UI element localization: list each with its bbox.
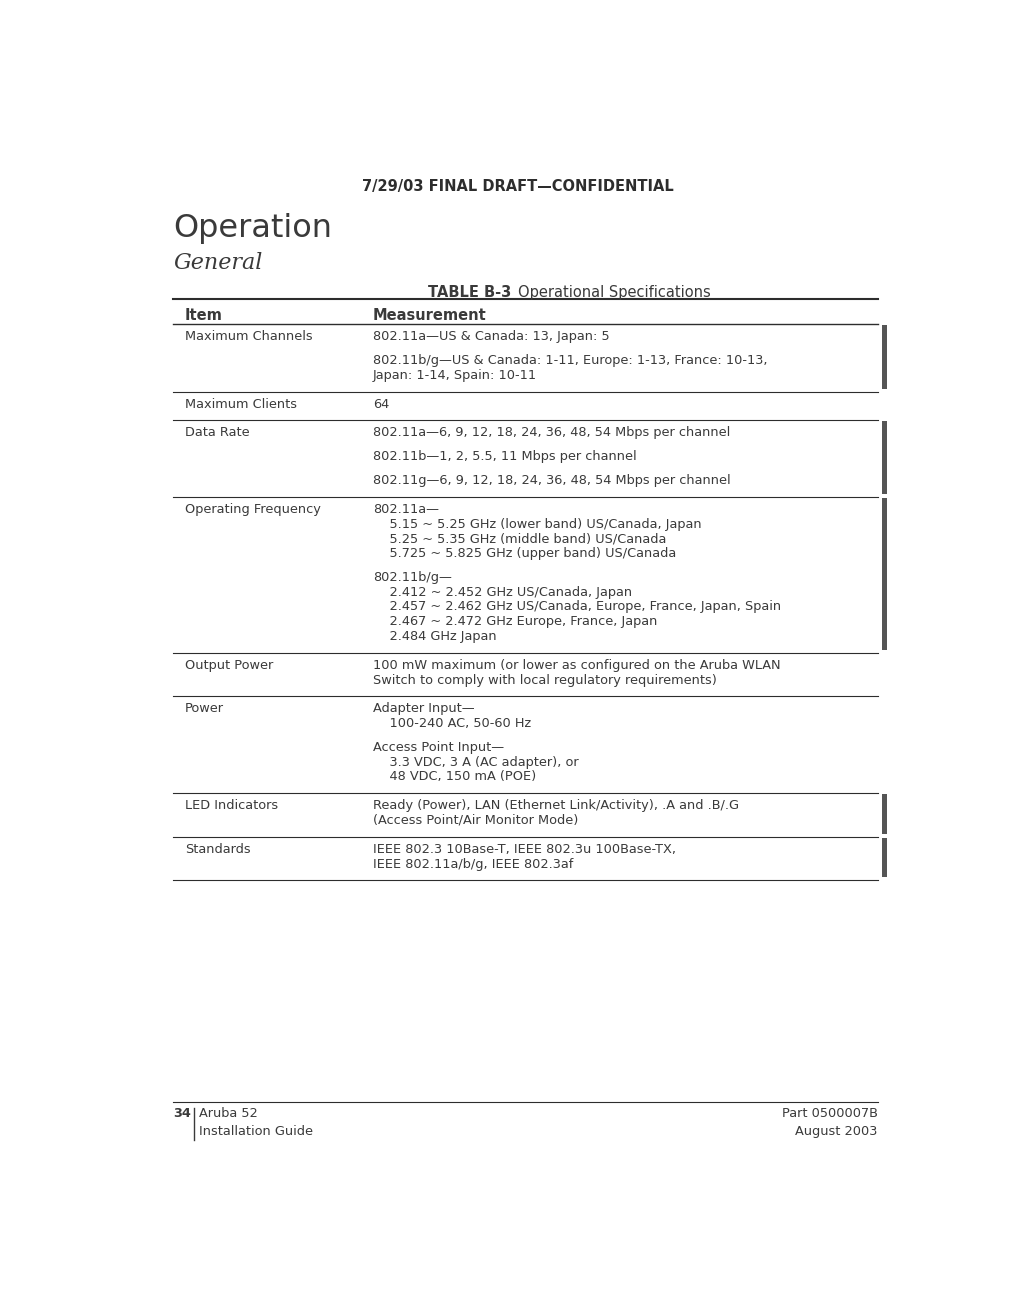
- Text: Japan: 1-14, Spain: 10-11: Japan: 1-14, Spain: 10-11: [373, 368, 537, 381]
- Text: 802.11g—6, 9, 12, 18, 24, 36, 48, 54 Mbps per channel: 802.11g—6, 9, 12, 18, 24, 36, 48, 54 Mbp…: [373, 473, 730, 486]
- Text: TABLE B-3: TABLE B-3: [427, 285, 511, 301]
- Text: 2.484 GHz Japan: 2.484 GHz Japan: [373, 630, 497, 643]
- Text: Part 0500007B: Part 0500007B: [782, 1108, 878, 1121]
- Text: 2.467 ~ 2.472 GHz Europe, France, Japan: 2.467 ~ 2.472 GHz Europe, France, Japan: [373, 615, 658, 628]
- FancyBboxPatch shape: [882, 794, 887, 834]
- Text: 802.11a—: 802.11a—: [373, 503, 438, 516]
- Text: Operational Specifications: Operational Specifications: [517, 285, 710, 301]
- FancyBboxPatch shape: [882, 422, 887, 494]
- Text: Item: Item: [185, 309, 223, 323]
- Text: 802.11b/g—: 802.11b/g—: [373, 571, 451, 584]
- Text: 802.11b—1, 2, 5.5, 11 Mbps per channel: 802.11b—1, 2, 5.5, 11 Mbps per channel: [373, 450, 636, 463]
- Text: 34: 34: [174, 1108, 191, 1121]
- Text: Aruba 52: Aruba 52: [199, 1108, 258, 1121]
- Text: IEEE 802.11a/b/g, IEEE 802.3af: IEEE 802.11a/b/g, IEEE 802.3af: [373, 857, 574, 870]
- Text: IEEE 802.3 10Base-T, IEEE 802.3u 100Base-TX,: IEEE 802.3 10Base-T, IEEE 802.3u 100Base…: [373, 843, 676, 856]
- Text: August 2003: August 2003: [795, 1126, 878, 1139]
- Text: 5.725 ~ 5.825 GHz (upper band) US/Canada: 5.725 ~ 5.825 GHz (upper band) US/Canada: [373, 547, 676, 560]
- Text: Adapter Input—: Adapter Input—: [373, 702, 475, 716]
- Text: Power: Power: [185, 702, 224, 716]
- Text: 3.3 VDC, 3 A (AC adapter), or: 3.3 VDC, 3 A (AC adapter), or: [373, 756, 579, 769]
- Text: Operation: Operation: [174, 213, 332, 244]
- Text: 64: 64: [373, 398, 389, 411]
- FancyBboxPatch shape: [882, 326, 887, 389]
- Text: 802.11a—6, 9, 12, 18, 24, 36, 48, 54 Mbps per channel: 802.11a—6, 9, 12, 18, 24, 36, 48, 54 Mbp…: [373, 427, 730, 440]
- Text: Installation Guide: Installation Guide: [199, 1126, 313, 1139]
- Text: 100-240 AC, 50-60 Hz: 100-240 AC, 50-60 Hz: [373, 717, 531, 730]
- Text: Standards: Standards: [185, 843, 250, 856]
- Text: Switch to comply with local regulatory requirements): Switch to comply with local regulatory r…: [373, 673, 717, 686]
- Text: 2.412 ~ 2.452 GHz US/Canada, Japan: 2.412 ~ 2.452 GHz US/Canada, Japan: [373, 586, 632, 599]
- Text: 48 VDC, 150 mA (POE): 48 VDC, 150 mA (POE): [373, 770, 536, 783]
- Text: 802.11b/g—US & Canada: 1-11, Europe: 1-13, France: 10-13,: 802.11b/g—US & Canada: 1-11, Europe: 1-1…: [373, 354, 768, 367]
- Text: Ready (Power), LAN (Ethernet Link/Activity), .A and .B/.G: Ready (Power), LAN (Ethernet Link/Activi…: [373, 799, 739, 812]
- Text: (Access Point/Air Monitor Mode): (Access Point/Air Monitor Mode): [373, 815, 578, 827]
- Text: Maximum Clients: Maximum Clients: [185, 398, 297, 411]
- FancyBboxPatch shape: [882, 498, 887, 650]
- Text: 7/29/03 FINAL DRAFT—CONFIDENTIAL: 7/29/03 FINAL DRAFT—CONFIDENTIAL: [362, 179, 674, 193]
- Text: Operating Frequency: Operating Frequency: [185, 503, 321, 516]
- Text: 5.15 ~ 5.25 GHz (lower band) US/Canada, Japan: 5.15 ~ 5.25 GHz (lower band) US/Canada, …: [373, 518, 701, 530]
- Text: Data Rate: Data Rate: [185, 427, 249, 440]
- Text: 2.457 ~ 2.462 GHz US/Canada, Europe, France, Japan, Spain: 2.457 ~ 2.462 GHz US/Canada, Europe, Fra…: [373, 601, 781, 613]
- Text: Measurement: Measurement: [373, 309, 487, 323]
- Text: Access Point Input—: Access Point Input—: [373, 741, 504, 754]
- Text: General: General: [174, 252, 263, 274]
- Text: Maximum Channels: Maximum Channels: [185, 331, 312, 344]
- FancyBboxPatch shape: [882, 838, 887, 877]
- Text: Output Power: Output Power: [185, 659, 274, 672]
- Text: 802.11a—US & Canada: 13, Japan: 5: 802.11a—US & Canada: 13, Japan: 5: [373, 331, 609, 344]
- Text: 5.25 ~ 5.35 GHz (middle band) US/Canada: 5.25 ~ 5.35 GHz (middle band) US/Canada: [373, 532, 667, 545]
- Text: 100 mW maximum (or lower as configured on the Aruba WLAN: 100 mW maximum (or lower as configured o…: [373, 659, 781, 672]
- Text: LED Indicators: LED Indicators: [185, 799, 278, 812]
